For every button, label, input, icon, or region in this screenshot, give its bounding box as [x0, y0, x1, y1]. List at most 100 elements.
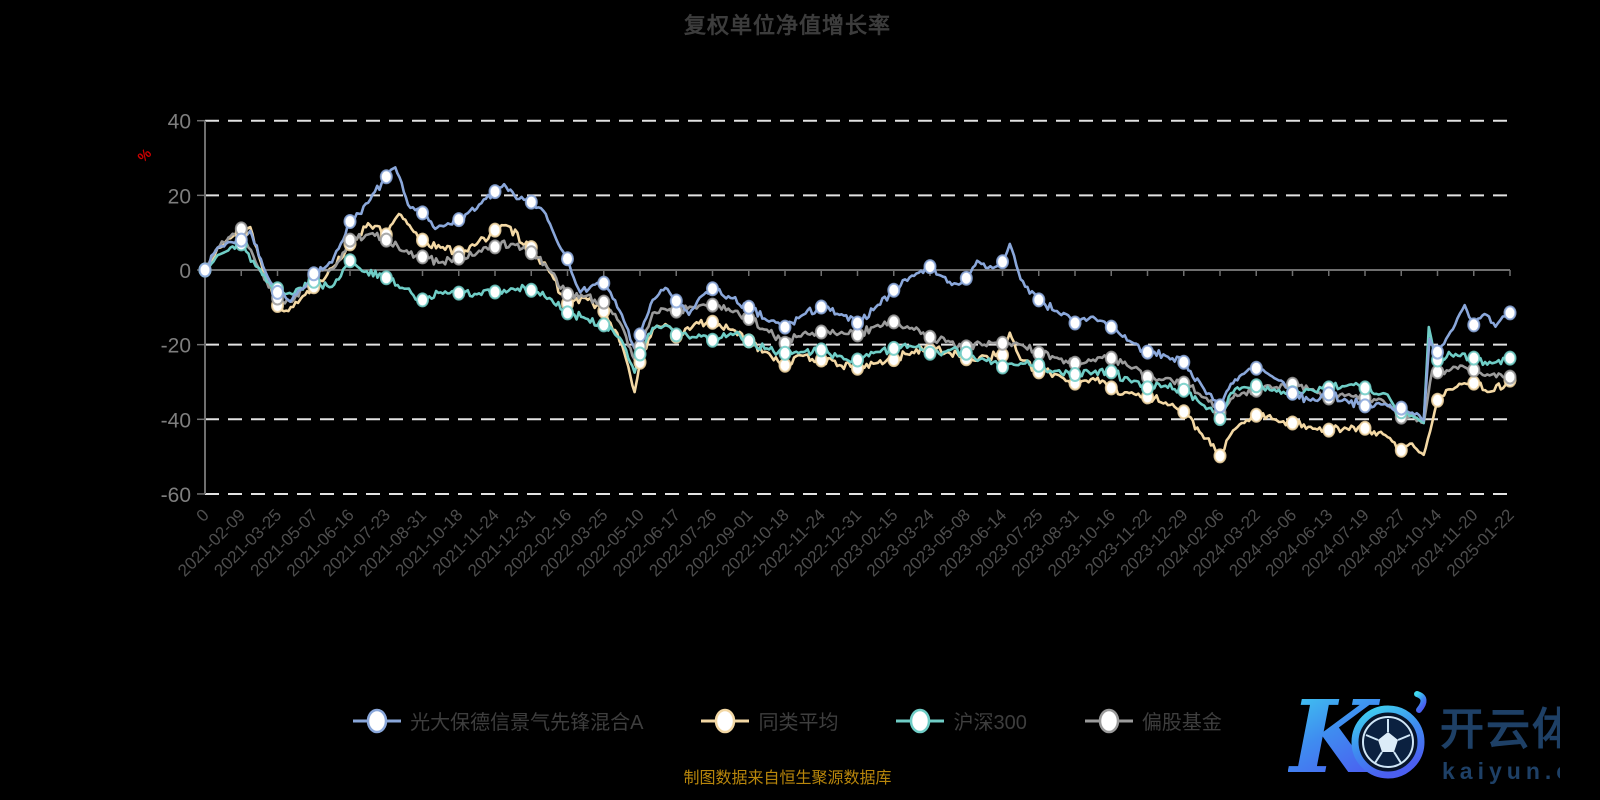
series-marker[interactable] [1503, 305, 1517, 321]
series-marker[interactable] [561, 305, 574, 321]
series-marker[interactable] [1104, 380, 1118, 396]
series-marker[interactable] [234, 232, 248, 248]
series-marker[interactable] [851, 352, 864, 368]
series-marker[interactable] [814, 324, 828, 340]
series-marker[interactable] [1394, 442, 1408, 458]
series-marker[interactable] [1286, 385, 1299, 401]
series-marker[interactable] [416, 205, 429, 221]
series-marker[interactable] [1249, 407, 1263, 423]
series-marker[interactable] [1213, 398, 1227, 414]
series-marker[interactable] [887, 340, 901, 356]
series-marker[interactable] [1503, 369, 1517, 385]
series-marker[interactable] [1213, 448, 1227, 464]
series-marker[interactable] [452, 285, 466, 301]
series-marker[interactable] [923, 329, 937, 345]
series-marker[interactable] [1358, 380, 1372, 396]
legend-item-2[interactable]: 沪深300 [896, 706, 1027, 735]
series-marker[interactable] [996, 254, 1009, 270]
series-marker[interactable] [1431, 344, 1444, 360]
series-marker[interactable] [1467, 350, 1481, 366]
series-marker[interactable] [1249, 378, 1263, 394]
series-marker[interactable] [887, 282, 901, 298]
series-marker[interactable] [379, 270, 393, 286]
series-marker[interactable] [959, 345, 973, 361]
series-marker[interactable] [524, 245, 538, 261]
series-line-0[interactable] [203, 166, 1512, 422]
series-marker[interactable] [633, 327, 647, 343]
series-marker[interactable] [1068, 315, 1082, 331]
series-marker[interactable] [1177, 382, 1191, 398]
series-marker[interactable] [343, 232, 357, 248]
series-marker[interactable] [959, 270, 973, 286]
series-marker[interactable] [416, 249, 429, 265]
series-marker[interactable] [996, 335, 1009, 351]
series-marker[interactable] [996, 359, 1009, 375]
series-marker[interactable] [706, 332, 719, 348]
series-marker[interactable] [1177, 404, 1191, 420]
series-marker[interactable] [1104, 319, 1118, 335]
legend-item-3[interactable]: 偏股基金 [1084, 706, 1222, 735]
series-marker[interactable] [1032, 357, 1046, 373]
series-marker[interactable] [778, 345, 792, 361]
series-marker[interactable] [524, 282, 538, 298]
series-marker[interactable] [307, 266, 321, 282]
series-marker[interactable] [669, 293, 683, 309]
series-marker[interactable] [379, 169, 393, 185]
kaiyun-logo[interactable]: K 开云体育 kaiyun.com [1288, 682, 1560, 790]
series-marker[interactable] [1249, 360, 1263, 376]
series-marker[interactable] [1322, 422, 1336, 438]
series-marker[interactable] [887, 314, 901, 330]
series-marker[interactable] [1358, 420, 1372, 436]
series-marker[interactable] [1213, 411, 1227, 427]
series-marker[interactable] [1467, 317, 1481, 333]
legend-item-1[interactable]: 同类平均 [701, 706, 838, 735]
series-marker[interactable] [271, 284, 284, 300]
series-marker[interactable] [923, 345, 937, 361]
series-marker[interactable] [1032, 292, 1046, 308]
series-marker[interactable] [814, 342, 828, 358]
series-marker[interactable] [814, 299, 828, 315]
series-marker[interactable] [742, 333, 756, 349]
legend-item-0[interactable]: 光大保德信景气先锋混合A [353, 706, 643, 735]
series-marker[interactable] [452, 212, 466, 228]
series-marker[interactable] [561, 286, 574, 302]
series-marker[interactable] [706, 314, 719, 330]
series-marker[interactable] [343, 253, 357, 269]
series-marker[interactable] [524, 194, 538, 210]
series-marker[interactable] [742, 299, 756, 315]
series-marker[interactable] [488, 239, 502, 255]
series-marker[interactable] [597, 294, 611, 310]
series-marker[interactable] [1177, 354, 1191, 370]
series-marker[interactable] [597, 275, 611, 291]
series-marker[interactable] [1141, 344, 1154, 360]
series-marker[interactable] [1322, 386, 1336, 402]
series-marker[interactable] [452, 250, 466, 266]
series-marker[interactable] [923, 259, 937, 275]
series-marker[interactable] [198, 262, 212, 278]
series-marker[interactable] [1394, 400, 1408, 416]
series-marker[interactable] [1104, 364, 1118, 380]
series-marker[interactable] [488, 284, 502, 300]
series-marker[interactable] [778, 319, 792, 335]
series-marker[interactable] [1467, 375, 1481, 391]
series-marker[interactable] [488, 184, 502, 200]
series-marker[interactable] [1431, 392, 1444, 408]
series-marker[interactable] [706, 281, 719, 297]
series-marker[interactable] [1141, 380, 1154, 396]
series-marker[interactable] [379, 232, 393, 248]
series-marker[interactable] [343, 214, 357, 229]
series-marker[interactable] [488, 222, 502, 238]
series-marker[interactable] [416, 292, 429, 308]
series-marker[interactable] [1503, 350, 1517, 366]
series-marker[interactable] [851, 315, 864, 331]
series-marker[interactable] [561, 251, 574, 267]
series-marker[interactable] [597, 317, 611, 333]
series-marker[interactable] [416, 232, 429, 248]
series-marker[interactable] [633, 346, 647, 362]
series-marker[interactable] [1068, 367, 1082, 382]
series-marker[interactable] [1358, 398, 1372, 414]
series-marker[interactable] [706, 297, 719, 313]
series-marker[interactable] [669, 327, 683, 343]
series-marker[interactable] [1286, 415, 1299, 431]
series-marker[interactable] [1104, 350, 1118, 366]
